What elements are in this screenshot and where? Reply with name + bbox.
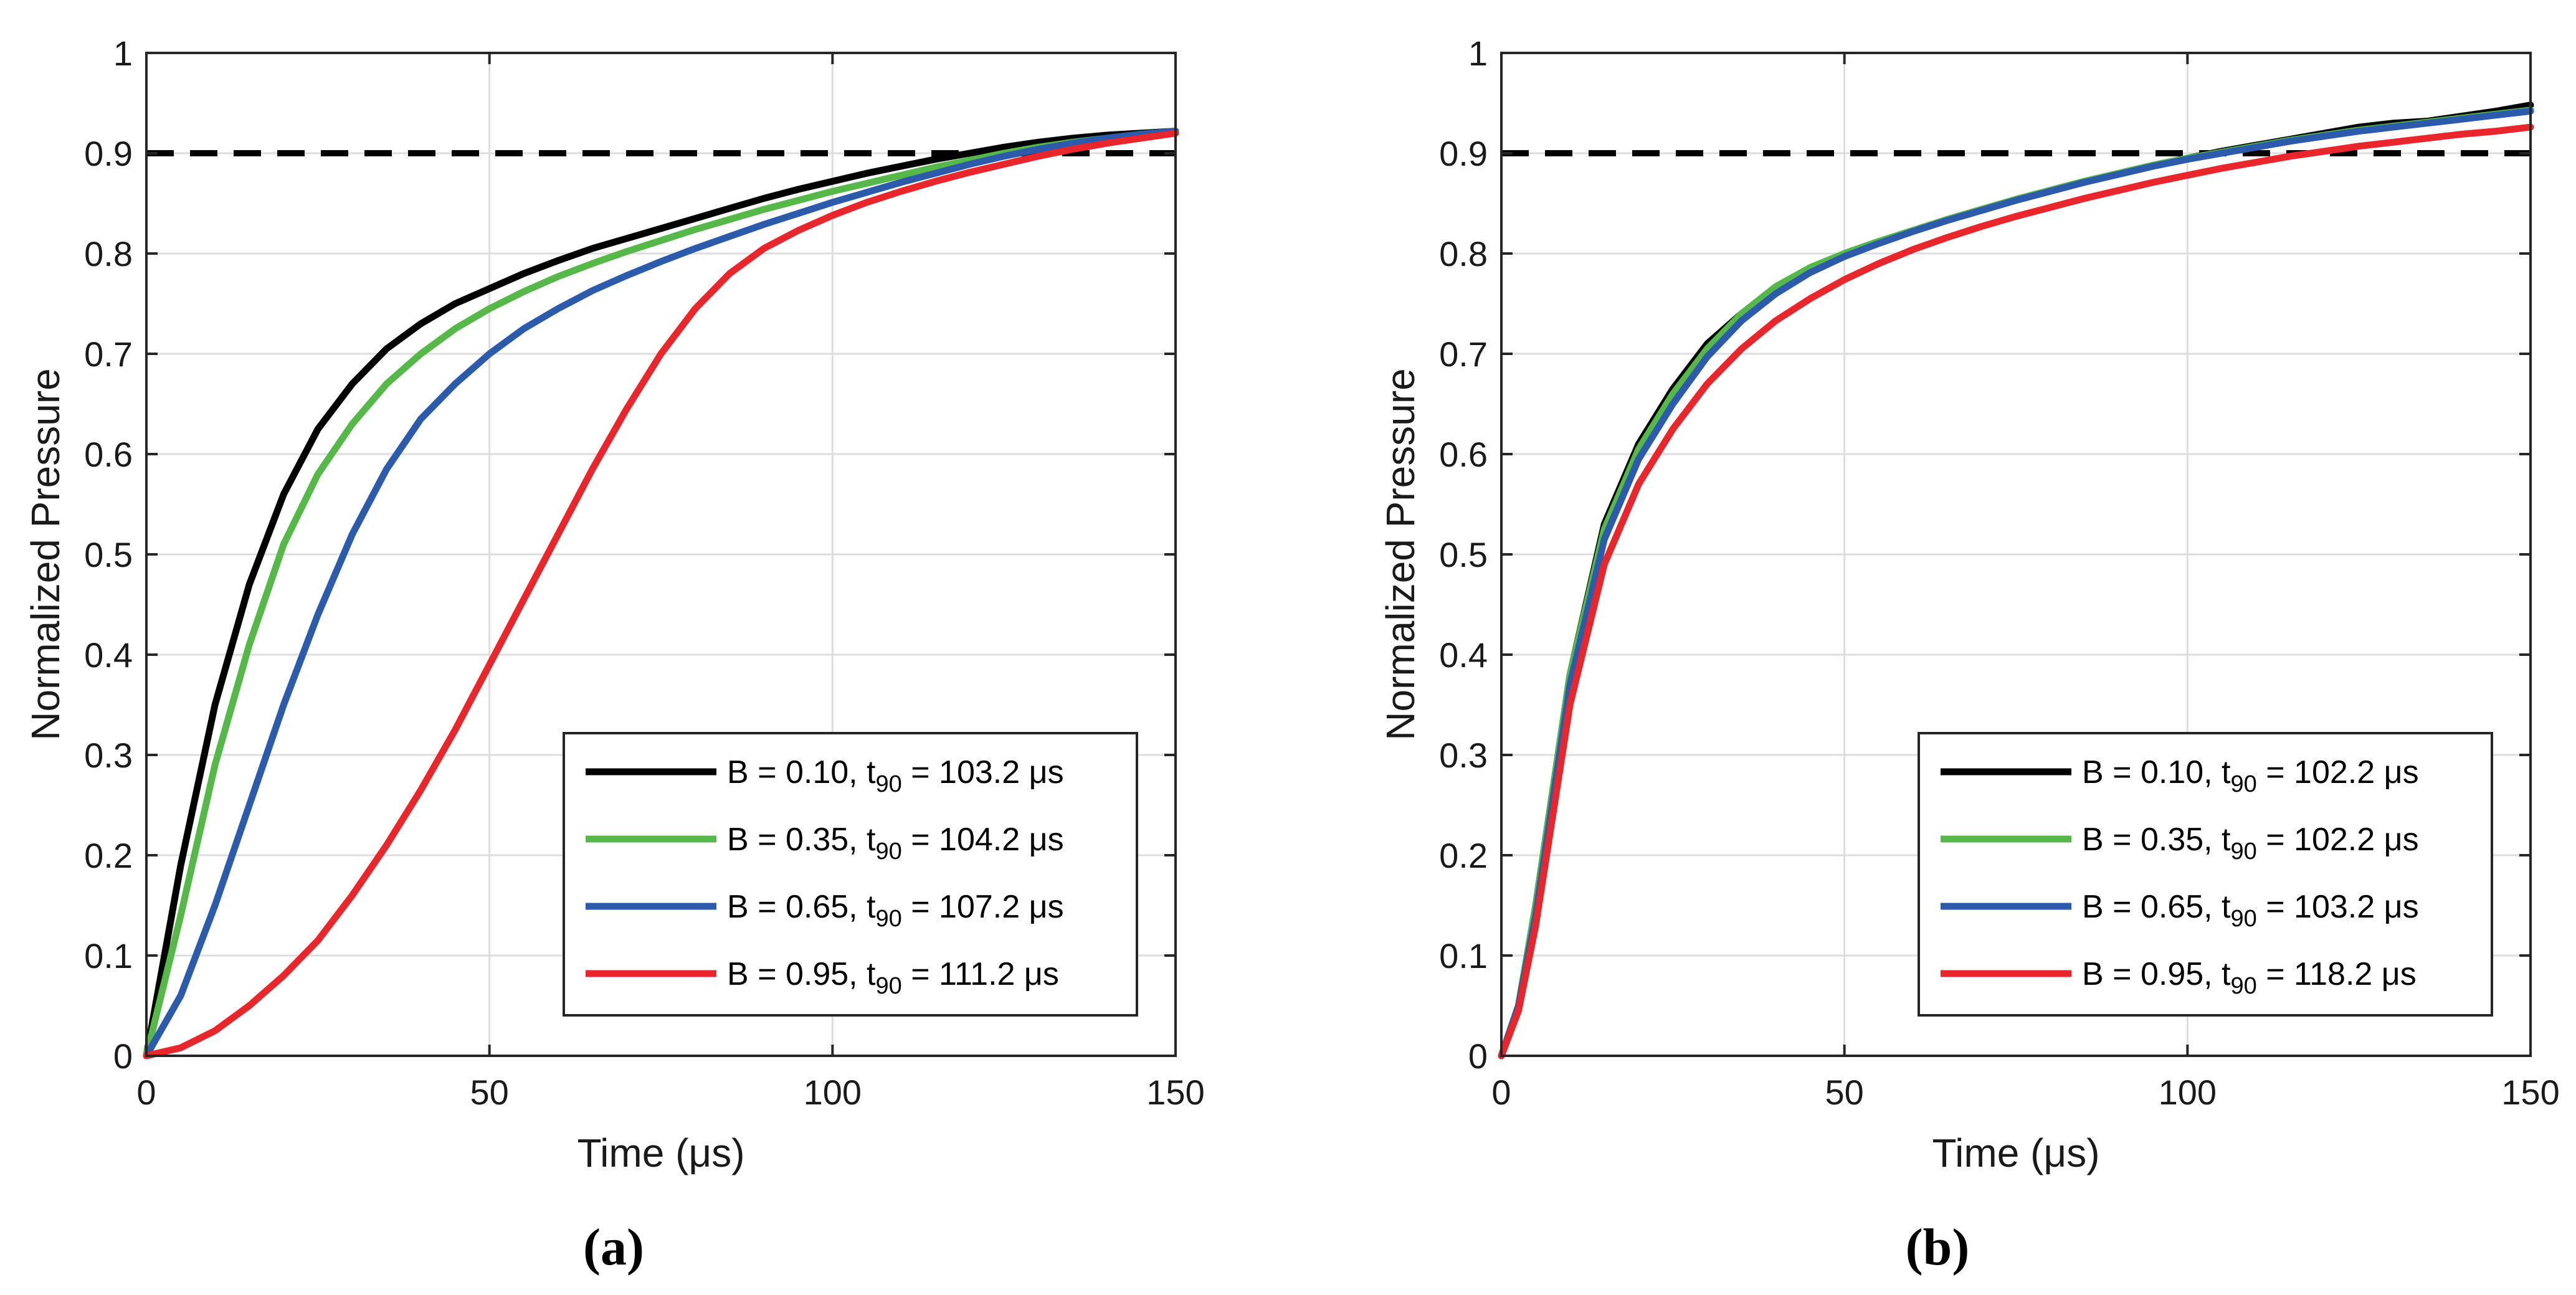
legend-box [1918, 732, 2493, 1017]
x-tick-label: 100 [804, 1073, 862, 1112]
y-tick-label: 0.1 [1439, 936, 1488, 975]
y-tick-label: 0 [1468, 1036, 1488, 1076]
y-axis-label: Normalized Pressure [23, 368, 68, 741]
series-line [1498, 107, 2534, 1060]
y-tick-label: 0 [113, 1036, 133, 1076]
y-tick-label: 0.3 [84, 736, 133, 775]
x-tick-label: 150 [1146, 1073, 1204, 1112]
legend: B = 0.10, t90 = 102.2 μs B = 0.35, t90 = … [1918, 732, 2493, 1017]
legend-entry-label: B = 0.35, t90 = 102.2 μs [2082, 822, 2419, 865]
y-tick-label: 0.2 [84, 836, 133, 875]
y-tick-label: 0.2 [1439, 836, 1488, 875]
y-tick-label: 0.9 [84, 134, 133, 173]
y-tick-label: 1 [1468, 34, 1488, 73]
x-axis-label: Time (μs) [1932, 1131, 2099, 1175]
legend-entry-label: B = 0.10, t90 = 103.2 μs [727, 754, 1064, 797]
x-axis-label: Time (μs) [577, 1131, 744, 1175]
x-tick-label: 0 [1491, 1073, 1511, 1112]
x-tick-label: 150 [2501, 1073, 2559, 1112]
x-tick-label: 0 [136, 1073, 156, 1112]
y-tick-label: 0.6 [1439, 435, 1488, 474]
y-tick-label: 0.4 [84, 635, 133, 675]
legend-entry-label: B = 0.95, t90 = 111.2 μs [727, 956, 1059, 999]
y-tick-label: 0.6 [84, 435, 133, 474]
y-tick-label: 0.1 [84, 936, 133, 975]
panel-a: 0 0.1 0.2 0.3 0.4 0.5 0.6 0.7 0.8 0.9 1 0 50 100 150 Ti… [23, 34, 1205, 1175]
legend-entry-label: B = 0.65, t90 = 107.2 μs [727, 889, 1064, 932]
series-line [143, 128, 1179, 1060]
y-tick-label: 0.9 [1439, 134, 1488, 173]
panel-a-caption: (a) [583, 1218, 644, 1276]
x-tick-label: 100 [2159, 1073, 2217, 1112]
panel-b: 0 0.1 0.2 0.3 0.4 0.5 0.6 0.7 0.8 0.9 1 0 50 100 150 Ti… [1378, 34, 2560, 1175]
legend: B = 0.10, t90 = 103.2 μs B = 0.35, t90 = … [563, 732, 1138, 1017]
legend-box [563, 732, 1138, 1017]
legend-entry-label: B = 0.65, t90 = 103.2 μs [2082, 889, 2419, 932]
y-tick-label: 1 [113, 34, 133, 73]
panel-b-caption: (b) [1906, 1218, 1970, 1276]
y-tick-label: 0.4 [1439, 635, 1488, 675]
y-tick-label: 0.5 [84, 535, 133, 574]
series-line [143, 130, 1179, 1060]
y-tick-label: 0.5 [1439, 535, 1488, 574]
y-axis-label: Normalized Pressure [1378, 368, 1423, 741]
x-tick-label: 50 [470, 1073, 509, 1112]
y-tick-label: 0.8 [84, 234, 133, 273]
y-tick-label: 0.8 [1439, 234, 1488, 273]
series-line [1498, 123, 2534, 1060]
legend-entry-label: B = 0.35, t90 = 104.2 μs [727, 822, 1064, 865]
y-tick-label: 0.3 [1439, 736, 1488, 775]
legend-entry-label: B = 0.10, t90 = 102.2 μs [2082, 754, 2419, 797]
y-tick-label: 0.7 [84, 334, 133, 374]
y-tick-label: 0.7 [1439, 334, 1488, 374]
x-tick-label: 50 [1825, 1073, 1864, 1112]
series-line [143, 128, 1179, 1060]
legend-entry-label: B = 0.95, t90 = 118.2 μs [2082, 956, 2417, 999]
